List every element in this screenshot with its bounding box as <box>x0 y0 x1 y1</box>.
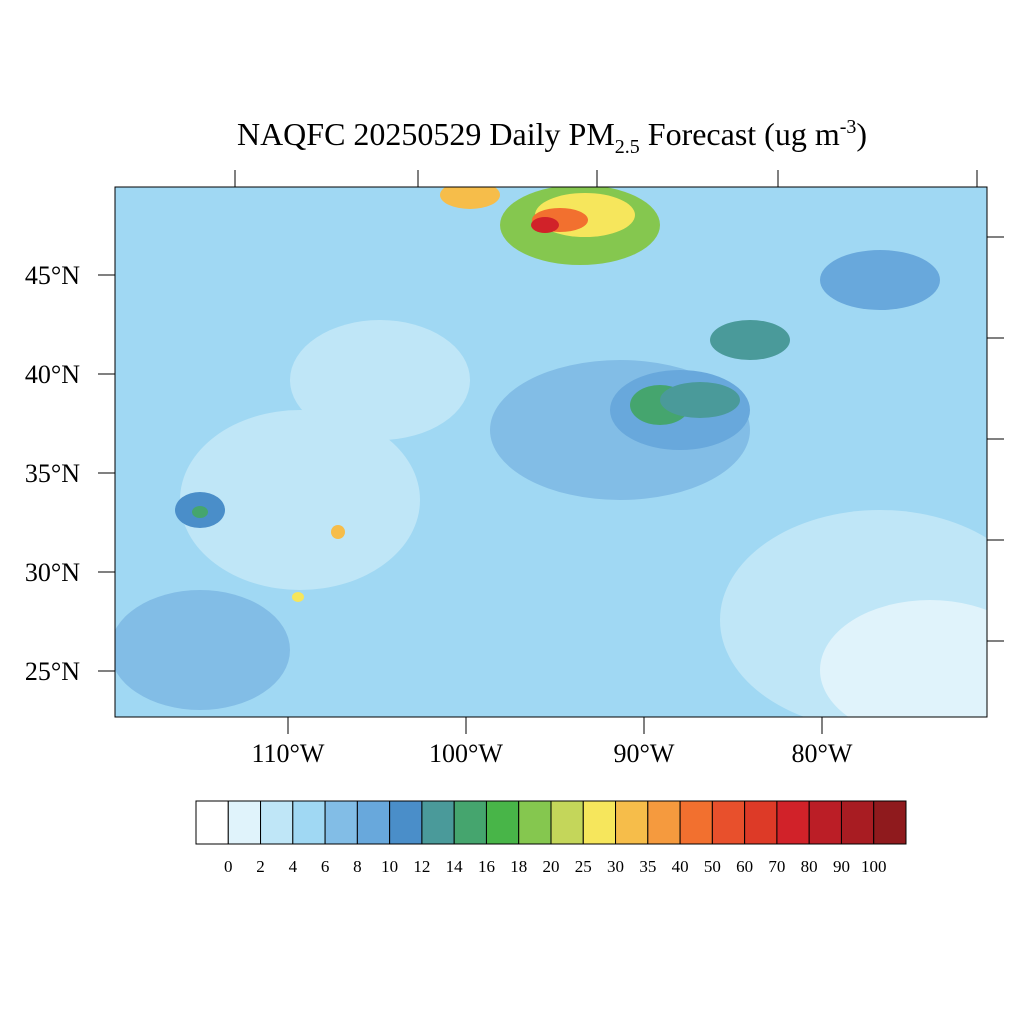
colorbar-label: 6 <box>321 857 330 876</box>
colorbar-label: 20 <box>543 857 560 876</box>
colorbar-label: 18 <box>510 857 527 876</box>
colorbar-box <box>227 800 262 845</box>
lat-label: 40°N <box>25 360 80 389</box>
lat-label: 45°N <box>25 261 80 290</box>
field-blob <box>290 320 470 440</box>
colorbar-box <box>195 800 229 845</box>
axis-ticks: 45°N 40°N 35°N 30°N 25°N 110°W 100°W 90°W 80°W <box>25 261 853 768</box>
colorbar-box <box>647 800 681 845</box>
colorbar-box <box>582 800 617 845</box>
map-field <box>115 187 987 717</box>
colorbar-label: 12 <box>413 857 430 876</box>
lon-label: 100°W <box>429 739 503 768</box>
colorbar-box <box>421 800 455 845</box>
lon-label: 110°W <box>252 739 325 768</box>
lat-label: 25°N <box>25 657 80 686</box>
colorbar-label: 40 <box>672 857 689 876</box>
title-text: NAQFC 20250529 Daily PM <box>237 116 615 152</box>
colorbar-box <box>356 800 391 845</box>
title-subscript: 2.5 <box>615 136 640 158</box>
colorbar-label: 35 <box>639 857 656 876</box>
colorbar-box <box>518 800 552 845</box>
colorbar-label: 70 <box>768 857 785 876</box>
colorbar-label: 80 <box>801 857 818 876</box>
colorbar-label: 60 <box>736 857 753 876</box>
colorbar-label: 2 <box>256 857 265 876</box>
colorbar-label: 16 <box>478 857 495 876</box>
lat-label: 35°N <box>25 459 80 488</box>
colorbar-box <box>550 800 584 845</box>
frame-ticks <box>234 170 1004 642</box>
colorbar-box <box>485 800 520 845</box>
colorbar: 0 2 4 6 8 10 12 14 16 18 20 25 30 35 40 50 60 70 80 90 100 <box>195 800 907 876</box>
lon-label: 80°W <box>792 739 853 768</box>
colorbar-label: 90 <box>833 857 850 876</box>
colorbar-box <box>260 800 294 845</box>
colorbar-label: 14 <box>446 857 464 876</box>
lon-label: 90°W <box>614 739 675 768</box>
colorbar-label: 30 <box>607 857 624 876</box>
colorbar-box <box>324 800 358 845</box>
colorbar-box <box>389 800 423 845</box>
colorbar-box <box>453 800 487 845</box>
field-blob <box>531 217 559 233</box>
field-blob <box>292 592 304 602</box>
colorbar-box <box>744 800 778 845</box>
colorbar-box <box>679 800 713 845</box>
colorbar-box <box>808 800 842 845</box>
field-blob <box>660 382 740 418</box>
field-blob <box>440 187 500 209</box>
field-blob <box>710 320 790 360</box>
field-blob <box>180 410 420 590</box>
title: NAQFC 20250529 Daily PM2.5 Forecast (ug … <box>237 116 867 158</box>
colorbar-label: 4 <box>289 857 298 876</box>
field-blob <box>192 506 208 518</box>
field-blob <box>331 525 345 539</box>
title-middle: Forecast (ug m <box>640 116 840 152</box>
colorbar-label: 100 <box>861 857 887 876</box>
colorbar-box <box>840 800 875 845</box>
field-blob <box>820 250 940 310</box>
colorbar-box <box>615 800 649 845</box>
colorbar-box <box>873 800 907 845</box>
colorbar-label: 10 <box>381 857 398 876</box>
colorbar-box <box>292 800 326 845</box>
lat-label: 30°N <box>25 558 80 587</box>
field-blob <box>820 600 987 717</box>
map-frame <box>114 186 988 718</box>
colorbar-label: 0 <box>224 857 233 876</box>
colorbar-box <box>711 800 746 845</box>
colorbar-label: 25 <box>575 857 592 876</box>
title-superscript: -3 <box>840 116 857 138</box>
colorbar-label: 50 <box>704 857 721 876</box>
field-blob <box>115 590 290 710</box>
title-end: ) <box>856 116 867 152</box>
colorbar-box <box>776 800 810 845</box>
colorbar-label: 8 <box>353 857 362 876</box>
